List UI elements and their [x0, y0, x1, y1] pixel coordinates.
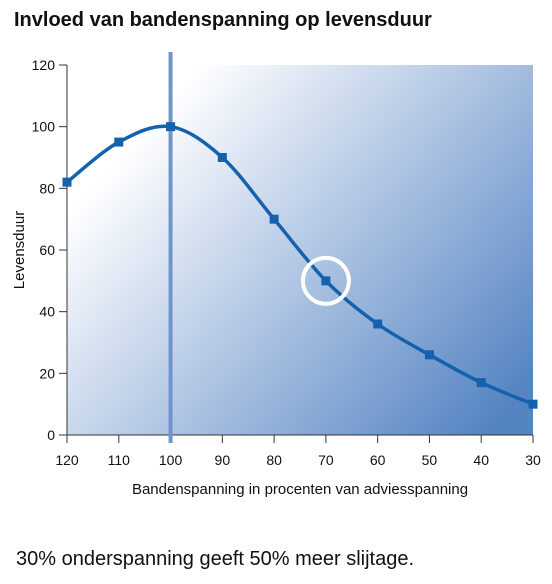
marker [373, 319, 383, 329]
x-axis-label: Bandenspanning in procenten van adviessp… [132, 481, 468, 498]
x-tick-label: 120 [55, 452, 79, 468]
marker [424, 350, 434, 360]
x-tick-label: 90 [215, 452, 231, 468]
x-tick-label: 60 [370, 452, 386, 468]
x-tick-label: 30 [525, 452, 541, 468]
x-tick-label: 80 [266, 452, 282, 468]
marker [321, 276, 331, 286]
marker [528, 399, 538, 409]
y-tick-label: 20 [39, 365, 55, 381]
chart-title: Invloed van bandenspanning op levensduur [14, 9, 432, 31]
x-tick-label: 100 [159, 452, 183, 468]
marker [269, 214, 279, 224]
marker [476, 378, 486, 388]
y-axis-label: Levensduur [11, 211, 28, 289]
x-tick-label: 50 [422, 452, 438, 468]
marker [62, 177, 72, 187]
x-tick-label: 110 [108, 452, 131, 468]
marker [217, 153, 227, 162]
highlight-circle [300, 255, 351, 306]
curve [65, 124, 534, 406]
y-tick-label: 40 [39, 304, 55, 320]
y-tick-label: 120 [32, 57, 56, 73]
y-tick-label: 0 [47, 427, 55, 443]
caption: 30% onderspanning geeft 50% meer slijtag… [16, 548, 414, 570]
y-tick-label: 60 [39, 242, 55, 258]
marker [166, 122, 176, 132]
x-tick-label: 70 [318, 452, 334, 468]
marker [114, 137, 124, 147]
y-tick-label: 80 [39, 180, 55, 196]
x-tick-label: 40 [473, 452, 489, 468]
y-tick-label: 100 [32, 119, 56, 135]
